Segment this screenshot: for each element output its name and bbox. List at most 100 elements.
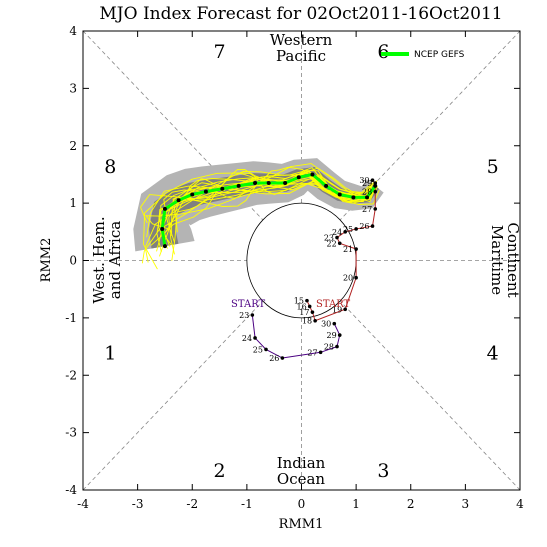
analysis-track-point-15 [305,298,309,303]
analysis-track-point-28 [373,189,378,194]
forecast-mean-point-7 [296,175,301,180]
region-bottom-line2: Ocean [277,470,326,488]
y-tick-label-4: 0 [69,254,77,268]
forecast-mean-point-11 [236,183,241,188]
y-tick-label-1: -3 [65,426,77,440]
y-tick-label-0: -4 [65,483,77,497]
region-bottom-line1: Indian [277,454,326,472]
analysis-track-point-20 [354,275,358,280]
x-tick-label-3: -1 [241,497,253,511]
forecast-mean-point-14 [190,192,195,197]
analysis-track-point-25 [354,227,358,231]
forecast-mean-point-18 [162,244,167,249]
analysis-track-point-21 [354,247,358,251]
observed-track-day-label-27: 27 [307,348,317,357]
analysis-track-day-label-25: 25 [343,225,353,234]
region-left-line2: and Africa [106,221,124,299]
forecast-mean-point-3 [351,195,356,200]
y-tick-label-2: -2 [65,368,77,382]
analysis-track-day-label-18: 18 [302,317,312,326]
x-tick-label-7: 3 [462,497,470,511]
ensemble-member-19 [144,172,374,263]
forecast-mean-point-4 [337,192,342,197]
analysis-track-point-26 [370,224,375,228]
region-right-line2: Continent [504,222,522,297]
analysis-track-day-label-19: 19 [332,305,342,314]
analysis-track-point-29 [373,181,378,185]
region-left-line1: West. Hem. [90,216,108,303]
ensemble-member-13 [163,170,374,235]
analysis-track-day-label-24: 24 [332,228,342,237]
x-tick-label-2: -2 [186,497,198,511]
observed-tracks [250,178,378,360]
phase-label-4: 4 [487,342,499,364]
analysis-track-day-label-21: 21 [343,245,353,254]
observed-track-day-label-30: 30 [321,320,331,329]
observed-track-day-label-24: 24 [242,334,252,343]
start-label-forecast: START [316,299,351,310]
ensemble-member-18 [156,174,373,252]
analysis-track-point-22 [337,241,342,246]
observed-track-point-24 [253,336,257,340]
analysis-track-point-18 [313,318,317,323]
analysis-track-line [306,179,376,322]
phase-label-2: 2 [214,460,226,482]
analysis-track-point-19 [343,307,348,312]
forecast-mean-point-6 [310,172,315,177]
phase-label-5: 5 [487,156,499,178]
observed-track-point-30 [332,321,337,326]
x-axis-label: RMM1 [279,517,324,532]
forecast-mean-point-16 [162,206,167,211]
analysis-track-point-27 [373,207,378,211]
x-tick-label-1: -3 [132,497,144,511]
forecast-mean-point-9 [266,181,271,186]
region-top-line2: Pacific [276,47,326,65]
analysis-track-day-label-22: 22 [327,239,337,248]
y-axis-label: RMM2 [39,238,54,283]
analysis-track-day-label-17: 17 [299,308,309,317]
x-tick-label-0: -4 [77,497,89,511]
forecast-mean-point-10 [253,181,258,186]
forecast-mean-point-12 [220,186,225,191]
analysis-track-day-label-20: 20 [343,274,353,283]
observed-track-day-label-23: 23 [239,311,249,320]
analysis-track-day-label-26: 26 [359,222,369,231]
observed-track-point-27 [318,350,323,355]
phase-guides [82,30,521,491]
analysis-track-point-30 [370,178,375,182]
analysis-track-day-label-29: 29 [362,179,372,188]
ensemble-member-9 [150,170,372,246]
analysis-track-day-label-16: 16 [297,302,307,311]
analysis-track-point-23 [335,235,339,240]
analysis-track-point-17 [310,310,315,314]
analysis-track-day-label-30: 30 [359,176,369,185]
phase-labels: 12345678 [104,41,498,482]
phase-label-7: 7 [214,41,226,63]
forecast-mean [160,172,378,249]
forecast-mean-line [160,172,377,247]
phase-label-8: 8 [104,156,116,178]
observed-track-point-25 [264,347,268,352]
x-tick-label-5: 1 [352,497,360,511]
observed-track-line [251,314,341,359]
chart-title: MJO Index Forecast for 02Oct2011-16Oct20… [99,4,502,24]
legend-label-ncep-gefs: NCEP GEFS [414,50,465,60]
start-label-observed: START [231,299,266,310]
x-tick-label-8: 4 [516,497,524,511]
forecast-mean-point-17 [160,226,165,231]
legend: NCEP GEFS [381,50,465,60]
phase-label-1: 1 [104,342,116,364]
phase-label-3: 3 [377,460,389,482]
forecast-mean-point-8 [283,181,288,186]
x-tick-label-4: 0 [298,497,306,511]
x-tick-label-6: 2 [407,497,415,511]
region-top-line1: Western [270,31,333,49]
analysis-track-point-24 [343,230,348,234]
forecast-mean-point-1 [373,183,378,188]
observed-track-day-label-29: 29 [327,331,337,340]
observed-track-point-28 [335,344,339,349]
y-tick-label-6: 2 [69,139,77,153]
